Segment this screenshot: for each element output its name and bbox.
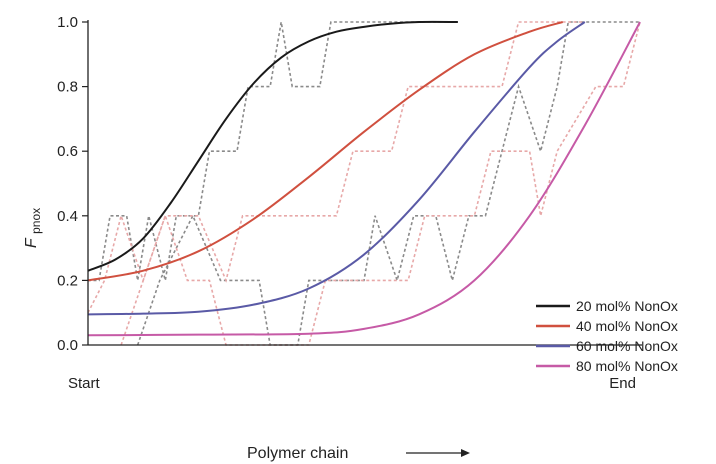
step-trace-2 <box>136 21 640 346</box>
series-line-4 <box>87 21 641 337</box>
y-axis-label-main: F <box>23 237 40 248</box>
series-line-1 <box>87 20 458 272</box>
x-tick-label-start: Start <box>68 375 101 392</box>
y-tick-label: 0.0 <box>57 337 78 354</box>
axes: 0.0 0.2 0.4 0.6 0.8 1.0 <box>57 14 642 354</box>
step-trace-3 <box>87 21 585 314</box>
legend-label-1: 20 mol% NonOx <box>576 298 678 314</box>
series-curves <box>87 20 641 337</box>
step-trace-1 <box>88 21 458 282</box>
legend-label-4: 80 mol% NonOx <box>576 358 678 374</box>
y-tick-label: 0.2 <box>57 272 78 289</box>
y-tick-label: 0.6 <box>57 143 78 160</box>
step-trace-4 <box>120 21 641 346</box>
legend-label-3: 60 mol% NonOx <box>576 338 678 354</box>
y-axis-label: F pnox <box>23 208 43 248</box>
x-axis-label: Polymer chain <box>247 445 348 462</box>
y-tick-label: 0.4 <box>57 208 78 225</box>
y-axis-label-subscript: pnox <box>29 208 43 234</box>
legend-label-2: 40 mol% NonOx <box>576 318 678 334</box>
composition-step-traces <box>87 21 641 346</box>
series-line-3 <box>87 21 586 316</box>
y-tick-label: 0.8 <box>57 79 78 96</box>
legend: 20 mol% NonOx 40 mol% NonOx 60 mol% NonOx 8… <box>536 298 678 374</box>
x-axis-direction-arrow-head <box>461 449 470 457</box>
x-tick-label-end: End <box>609 375 636 392</box>
y-tick-label: 1.0 <box>57 14 78 31</box>
series-line-2 <box>87 21 564 282</box>
